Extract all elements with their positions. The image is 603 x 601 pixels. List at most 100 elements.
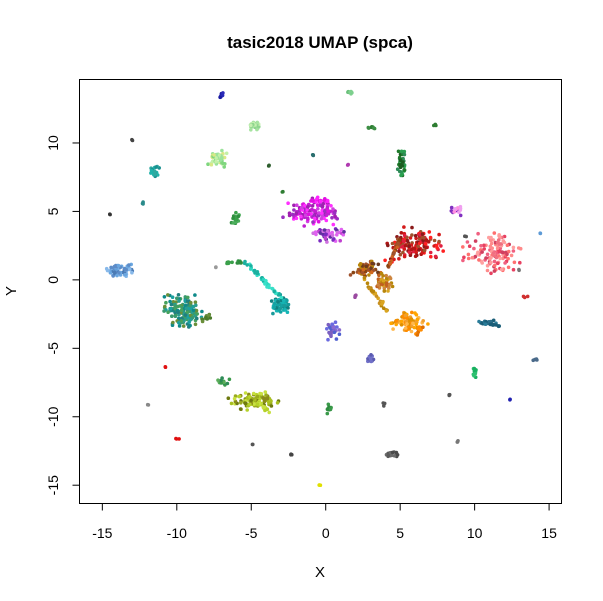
cluster-32-point (285, 310, 290, 315)
cluster-27-point (414, 322, 419, 327)
cluster-21-point (473, 254, 478, 259)
cluster-20-point (407, 250, 412, 255)
cluster-32-point (278, 306, 283, 311)
trail-9-point (116, 263, 121, 268)
cluster-32-point (272, 305, 277, 309)
cluster-16-point (310, 207, 314, 212)
trail-0-point (263, 282, 267, 286)
cluster-17-point (339, 227, 344, 232)
cluster-21-point (496, 261, 500, 266)
y-tick-label: -5 (45, 342, 61, 355)
x-tick-label: 10 (467, 525, 483, 541)
cluster-3-point (366, 125, 371, 130)
cluster-27-point (409, 317, 414, 321)
cluster-27-point (403, 313, 408, 318)
cluster-31-point (193, 300, 198, 305)
cluster-39-point (267, 400, 271, 405)
cluster-31-point (175, 296, 179, 301)
cluster-19-point (463, 234, 467, 238)
cluster-37-point (163, 365, 168, 370)
cluster-25-point (376, 270, 380, 275)
cluster-21-point (489, 238, 493, 243)
cluster-44-point (325, 411, 330, 416)
cluster-31-point (168, 307, 173, 311)
cluster-20-point (423, 242, 428, 246)
cluster-8-point (224, 151, 229, 156)
trail-1-point (239, 261, 243, 265)
cluster-26-point (387, 286, 391, 290)
cluster-11-point (395, 167, 400, 171)
cluster-16-point (322, 216, 326, 220)
cluster-40-point (225, 381, 230, 386)
cluster-21-point (505, 252, 509, 256)
cluster-32-point (286, 302, 291, 307)
trail-7-point (204, 315, 208, 320)
cluster-33-point (325, 327, 329, 331)
cluster-20-point (397, 249, 401, 254)
cluster-11-point (402, 152, 407, 157)
cluster-16-point (294, 211, 299, 215)
cluster-40-point (227, 377, 232, 382)
cluster-20-point (422, 248, 427, 253)
cluster-20-point (413, 233, 418, 238)
cluster-11-point (399, 149, 404, 154)
cluster-16-point (299, 214, 303, 219)
cluster-39-point (269, 404, 274, 408)
cluster-33-point (335, 325, 339, 329)
cluster-16-point (326, 209, 330, 213)
cluster-26-point (376, 283, 381, 287)
cluster-9-point (149, 168, 154, 173)
cluster-7-point (346, 162, 351, 167)
trail-7-point (200, 319, 205, 324)
cluster-16-point (294, 216, 299, 221)
cluster-21-point (480, 261, 485, 265)
cluster-12-point (141, 200, 145, 204)
cluster-29-point (104, 266, 109, 271)
cluster-33-point (326, 337, 330, 342)
cluster-20-point (441, 249, 446, 253)
cluster-21-point (485, 252, 490, 257)
cluster-36-point (531, 358, 535, 363)
trail-1-point (226, 260, 231, 264)
cluster-31-point (162, 295, 167, 299)
cluster-16-point (333, 214, 337, 218)
cluster-44-point (326, 402, 331, 407)
trail-2-point (365, 281, 370, 286)
trail-0-point (243, 259, 247, 264)
cluster-39-point (248, 394, 252, 399)
cluster-16-point (299, 205, 304, 210)
cluster-21-point (482, 247, 487, 251)
cluster-24-point (525, 294, 530, 299)
cluster-31-point (170, 314, 174, 319)
trail-2-point (362, 275, 367, 280)
cluster-21-point (512, 260, 517, 265)
cluster-18-point (458, 208, 463, 212)
cluster-16-point (303, 203, 307, 208)
cluster-16-point (325, 212, 329, 216)
cluster-39-point (229, 401, 234, 406)
x-tick-label: -15 (92, 525, 112, 541)
cluster-32-point (278, 310, 283, 314)
cluster-16-point (325, 205, 330, 209)
trail-8-point (265, 407, 270, 412)
cluster-25-point (348, 273, 353, 277)
cluster-27-point (410, 310, 414, 315)
cluster-20-point (410, 233, 414, 237)
trail-9-point (109, 265, 113, 270)
cluster-26-point (384, 281, 389, 285)
cluster-21-point (506, 256, 510, 261)
cluster-33-point (331, 326, 336, 330)
cluster-25-point (364, 264, 369, 269)
cluster-16-point (320, 211, 324, 215)
trail-10-point (496, 324, 501, 328)
cluster-8-point (219, 157, 223, 162)
cluster-33-point (326, 322, 331, 327)
cluster-21-point (484, 256, 488, 260)
cluster-26-point (382, 286, 387, 291)
cluster-11-point (398, 162, 403, 166)
x-tick-label: 0 (322, 525, 330, 541)
trail-3-point (388, 261, 393, 266)
cluster-31-point (195, 312, 199, 316)
trail-8-point (252, 402, 257, 406)
cluster-21-point (462, 255, 466, 260)
